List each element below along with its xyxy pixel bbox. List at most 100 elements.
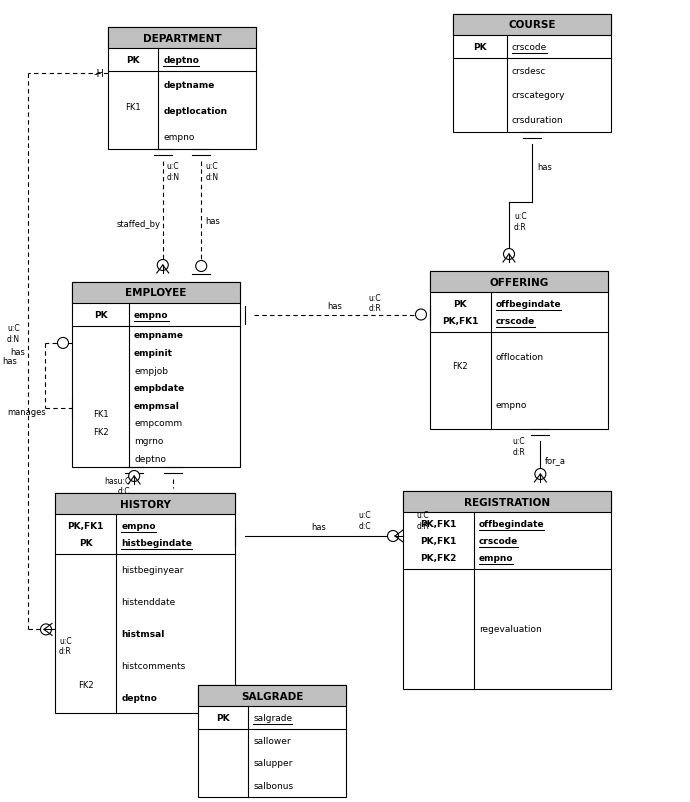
Text: has: has (205, 217, 220, 225)
Bar (430, 272, 608, 293)
Bar (72, 282, 240, 468)
Text: PK,FK1: PK,FK1 (442, 317, 478, 326)
Text: empmsal: empmsal (134, 401, 180, 411)
Bar (108, 28, 256, 150)
Circle shape (535, 469, 546, 480)
Text: empno: empno (164, 132, 195, 141)
Text: mgrno: mgrno (134, 436, 164, 445)
Text: salbonus: salbonus (253, 781, 293, 790)
Text: u:C
d:N: u:C d:N (167, 162, 180, 181)
Circle shape (128, 471, 139, 482)
Text: FK2: FK2 (92, 427, 108, 437)
Text: has: has (10, 347, 25, 356)
Bar (198, 685, 346, 706)
Text: crsduration: crsduration (512, 116, 563, 125)
Text: empno: empno (495, 401, 527, 410)
Bar (55, 493, 235, 713)
Bar (108, 28, 256, 49)
Text: regevaluation: regevaluation (479, 625, 542, 634)
Text: u:C
d:R: u:C d:R (513, 437, 525, 456)
Text: DEPARTMENT: DEPARTMENT (143, 34, 221, 43)
Text: empno: empno (121, 521, 156, 530)
Bar (403, 492, 611, 512)
Text: empno: empno (479, 553, 513, 562)
Text: empbdate: empbdate (134, 383, 186, 393)
Text: histcomments: histcomments (121, 661, 186, 670)
Text: deptno: deptno (134, 454, 166, 463)
Text: crscategory: crscategory (512, 91, 565, 100)
Text: has: has (328, 302, 342, 310)
Text: SALGRADE: SALGRADE (241, 691, 303, 701)
Bar (198, 685, 346, 797)
Text: crscode: crscode (512, 43, 547, 52)
Text: FK1: FK1 (92, 409, 108, 419)
Text: has: has (2, 357, 17, 366)
Circle shape (504, 249, 515, 260)
Text: EMPLOYEE: EMPLOYEE (126, 288, 187, 298)
Bar (430, 272, 608, 429)
Text: crsdesc: crsdesc (512, 67, 546, 75)
Text: histbeginyear: histbeginyear (121, 565, 184, 575)
Text: u:C
d:R: u:C d:R (514, 212, 526, 232)
Text: PK,FK1: PK,FK1 (420, 520, 457, 529)
Text: u:C
d:C: u:C d:C (359, 511, 371, 530)
Text: has: has (537, 164, 552, 172)
Circle shape (57, 338, 68, 349)
Text: staffed_by: staffed_by (117, 220, 161, 229)
Text: histmsal: histmsal (121, 630, 165, 638)
Circle shape (415, 310, 426, 321)
Circle shape (388, 531, 399, 542)
Circle shape (41, 624, 52, 635)
Text: u:C
d:N: u:C d:N (205, 162, 218, 181)
Text: u:C
d:R: u:C d:R (59, 636, 72, 655)
Text: empcomm: empcomm (134, 419, 182, 428)
Text: manages: manages (7, 407, 46, 417)
Text: OFFERING: OFFERING (489, 277, 549, 287)
Bar (403, 492, 611, 689)
Text: PK,FK1: PK,FK1 (420, 537, 457, 545)
Text: COURSE: COURSE (509, 21, 555, 30)
Text: offlocation: offlocation (495, 352, 544, 361)
Text: salgrade: salgrade (253, 713, 293, 722)
Text: FK2: FK2 (453, 362, 468, 371)
Text: histbegindate: histbegindate (121, 538, 192, 547)
Text: u:C
d:R: u:C d:R (417, 511, 429, 530)
Text: deptname: deptname (164, 80, 215, 89)
Text: hasu:C: hasu:C (104, 477, 130, 486)
Text: -H: -H (93, 69, 104, 79)
Text: PK: PK (473, 43, 486, 52)
Text: histenddate: histenddate (121, 597, 175, 606)
Text: REGISTRATION: REGISTRATION (464, 497, 550, 507)
Text: d:C: d:C (117, 487, 130, 496)
Text: sallower: sallower (253, 736, 291, 745)
Text: deptno: deptno (164, 56, 199, 65)
Text: PK: PK (217, 713, 230, 722)
Text: PK,FK1: PK,FK1 (68, 521, 104, 530)
Text: PK: PK (453, 300, 467, 309)
Text: FK2: FK2 (78, 680, 93, 689)
Text: deptno: deptno (121, 693, 157, 702)
Text: PK: PK (126, 56, 140, 65)
Text: u:C
d:N: u:C d:N (7, 324, 20, 343)
Bar (72, 282, 240, 304)
Text: empname: empname (134, 331, 184, 340)
Bar (55, 493, 235, 514)
Text: PK: PK (79, 538, 92, 547)
Text: crscode: crscode (479, 537, 518, 545)
Text: offbegindate: offbegindate (495, 300, 561, 309)
Text: for_a: for_a (544, 456, 565, 465)
Circle shape (157, 260, 168, 271)
Text: empinit: empinit (134, 349, 173, 358)
Text: has: has (312, 523, 326, 532)
Text: crscode: crscode (495, 317, 535, 326)
Text: empjob: empjob (134, 366, 168, 375)
Text: PK,FK2: PK,FK2 (420, 553, 457, 562)
Bar (453, 15, 611, 36)
Text: u:C
d:R: u:C d:R (368, 294, 382, 313)
Bar (453, 15, 611, 133)
Text: offbegindate: offbegindate (479, 520, 544, 529)
Circle shape (196, 261, 207, 272)
Text: deptlocation: deptlocation (164, 107, 228, 115)
Text: PK: PK (94, 310, 108, 320)
Text: salupper: salupper (253, 759, 293, 768)
